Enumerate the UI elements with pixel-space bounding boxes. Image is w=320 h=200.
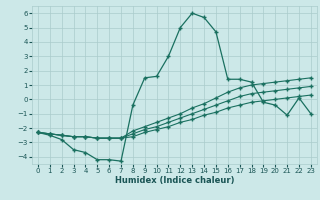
X-axis label: Humidex (Indice chaleur): Humidex (Indice chaleur) [115,176,234,185]
